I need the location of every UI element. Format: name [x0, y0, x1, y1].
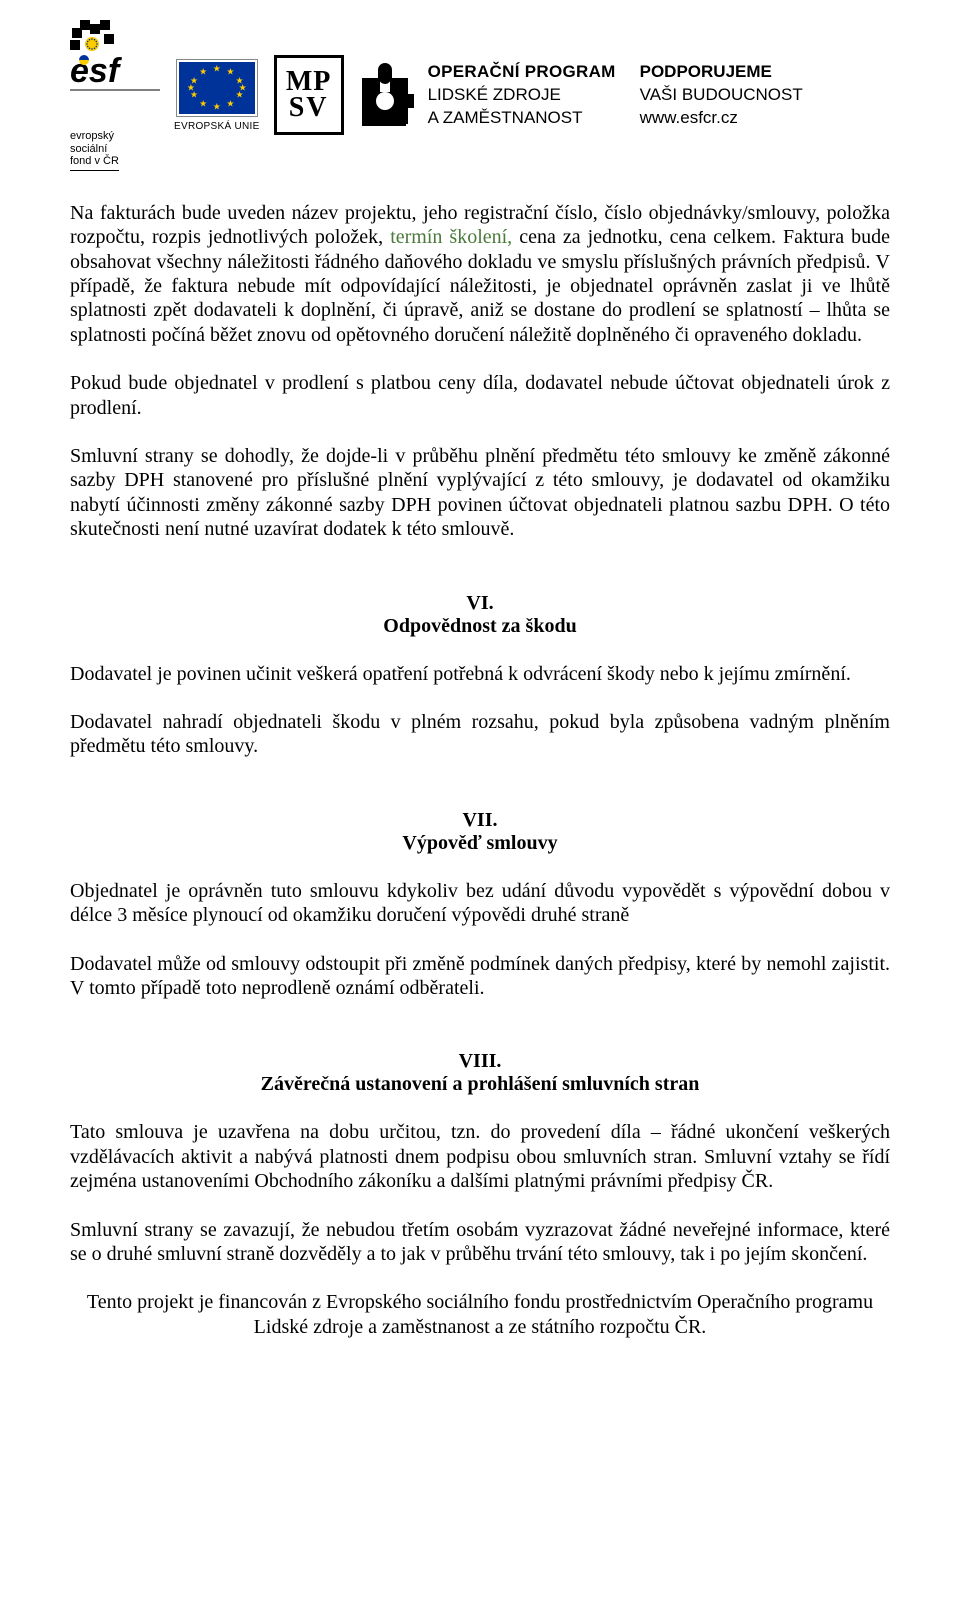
- paragraph: Dodavatel může od smlouvy odstoupit při …: [70, 952, 890, 1001]
- footer-note: Tento projekt je financován z Evropského…: [70, 1290, 890, 1339]
- section-title: Výpověď smlouvy: [70, 832, 890, 855]
- esf-line: sociální: [70, 143, 119, 156]
- op-line: OPERAČNÍ PROGRAM: [428, 61, 616, 84]
- eu-flag-icon: ★ ★ ★ ★ ★ ★ ★ ★ ★ ★ ★ ★: [176, 59, 258, 117]
- eu-label: EVROPSKÁ UNIE: [174, 121, 260, 132]
- section-title: Odpovědnost za škodu: [70, 615, 890, 638]
- operational-program-text: OPERAČNÍ PROGRAM LIDSKÉ ZDROJE A ZAMĚSTN…: [428, 61, 616, 130]
- mpsv-top: MP: [286, 69, 332, 96]
- mpsv-logo: MP SV: [274, 55, 344, 135]
- op-line: A ZAMĚSTNANOST: [428, 107, 616, 130]
- support-line: PODPORUJEME: [640, 61, 803, 84]
- paragraph: Dodavatel nahradí objednateli škodu v pl…: [70, 710, 890, 759]
- esf-line: evropský: [70, 130, 119, 143]
- svg-text:esf: esf: [70, 52, 123, 90]
- paragraph: Tato smlouva je uzavřena na dobu určitou…: [70, 1120, 890, 1193]
- esf-logo-text: evropský sociální fond v ČR: [70, 100, 119, 171]
- section-number: VII.: [70, 809, 890, 832]
- eu-logo: ★ ★ ★ ★ ★ ★ ★ ★ ★ ★ ★ ★ EVROPSKÁ UNIE: [174, 59, 260, 132]
- support-line: VAŠI BUDOUCNOST: [640, 84, 803, 107]
- paragraph: Smluvní strany se zavazují, že nebudou t…: [70, 1218, 890, 1267]
- paragraph: Dodavatel je povinen učinit veškerá opat…: [70, 662, 890, 686]
- paragraph: Pokud bude objednatel v prodlení s platb…: [70, 371, 890, 420]
- paragraph: Objednatel je oprávněn tuto smlouvu kdyk…: [70, 879, 890, 928]
- section-number: VIII.: [70, 1050, 890, 1073]
- puzzle-icon: [358, 60, 414, 130]
- esf-line: fond v ČR: [70, 155, 119, 171]
- mpsv-bot: SV: [286, 95, 332, 122]
- paragraph: Na fakturách bude uveden název projektu,…: [70, 201, 890, 347]
- paragraph: Smluvní strany se dohodly, že dojde-li v…: [70, 444, 890, 542]
- support-text: PODPORUJEME VAŠI BUDOUCNOST www.esfcr.cz: [640, 61, 803, 130]
- esf-logo: esf evropský sociální fond v ČR: [70, 20, 160, 171]
- esf-mark-icon: esf: [70, 20, 160, 94]
- header-logo-strip: esf evropský sociální fond v ČR ★ ★ ★: [70, 20, 890, 171]
- section-title: Závěrečná ustanovení a prohlášení smluvn…: [70, 1073, 890, 1096]
- support-line: www.esfcr.cz: [640, 107, 803, 130]
- document-page: esf evropský sociální fond v ČR ★ ★ ★: [0, 0, 960, 1379]
- text-run-highlight: termín školení,: [390, 226, 512, 248]
- op-line: LIDSKÉ ZDROJE: [428, 84, 616, 107]
- section-number: VI.: [70, 592, 890, 615]
